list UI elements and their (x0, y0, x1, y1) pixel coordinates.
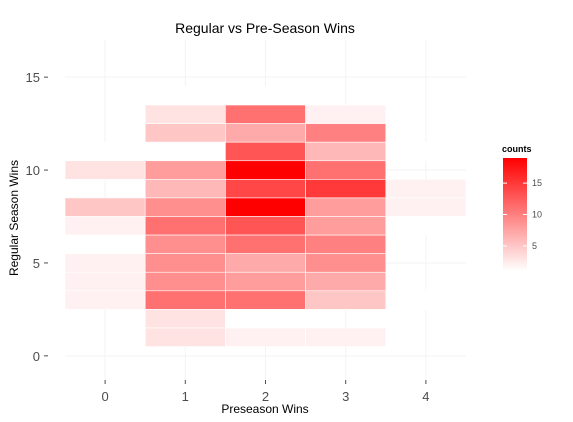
heatmap-cell (64, 253, 146, 273)
heatmap-cell (305, 327, 387, 347)
heatmap-cell (225, 234, 306, 254)
heatmap-cell (225, 253, 306, 273)
chart-title: Regular vs Pre-Season Wins (175, 20, 355, 36)
heatmap-cell (305, 253, 387, 273)
heatmap-cell (144, 197, 226, 217)
heatmap-cell (144, 104, 226, 124)
heatmap-cell (144, 141, 226, 162)
heatmap-cell (144, 271, 226, 292)
legend-ticks: 5 10 15 (503, 178, 542, 251)
heatmap-cell (144, 234, 226, 254)
legend-tick-label: 5 (532, 241, 537, 251)
y-tick-label: 0 (33, 349, 40, 364)
heatmap-cell (305, 123, 387, 143)
heatmap-cell (385, 197, 467, 217)
heatmap-cell (225, 309, 306, 329)
heatmap-cells (64, 86, 467, 347)
heatmap-cell (305, 197, 387, 217)
heatmap-cell (64, 290, 146, 310)
x-tick-label: 3 (342, 389, 349, 404)
heatmap-cell (305, 216, 387, 236)
heatmap-cell (64, 141, 146, 162)
heatmap-cell (225, 271, 306, 292)
x-tick-label: 0 (101, 389, 108, 404)
heatmap-cell (225, 327, 306, 347)
heatmap-cell (64, 197, 146, 217)
y-tick-label: 10 (26, 163, 40, 178)
heatmap-cell (385, 179, 467, 199)
heatmap-cell (64, 234, 146, 254)
legend-tick-label: 10 (532, 210, 542, 220)
heatmap-cell (64, 271, 146, 292)
heatmap-cell (225, 141, 306, 162)
heatmap-cell (64, 160, 146, 180)
plot-panel (64, 40, 467, 380)
heatmap-cell (144, 123, 226, 143)
heatmap-cell (144, 309, 226, 329)
heatmap-cell (305, 104, 387, 124)
y-axis: 0 5 10 15 (26, 70, 48, 364)
y-axis-title: Regular Season Wins (7, 160, 21, 276)
heatmap-cell (144, 216, 226, 236)
heatmap-cell (225, 290, 306, 310)
heatmap-cell (144, 253, 226, 273)
heatmap-cell (385, 141, 467, 162)
heatmap-cell (305, 141, 387, 162)
x-tick-label: 1 (182, 389, 189, 404)
heatmap-cell (385, 216, 467, 236)
heatmap-cell (144, 86, 226, 106)
heatmap-cell (305, 234, 387, 254)
legend-tick-label: 15 (532, 178, 542, 188)
heatmap-cell (305, 290, 387, 310)
x-tick-label: 2 (262, 389, 269, 404)
heatmap-cell (225, 86, 306, 106)
heatmap-cell (385, 290, 467, 310)
heatmap-cell (225, 197, 306, 217)
heatmap-cell (305, 160, 387, 180)
x-axis-title: Preseason Wins (221, 402, 308, 416)
heatmap-cell (225, 123, 306, 143)
heatmap-cell (64, 216, 146, 236)
heatmap-cell (225, 104, 306, 124)
legend-title: counts (502, 144, 532, 154)
heatmap-cell (144, 179, 226, 199)
heatmap-cell (305, 271, 387, 292)
color-legend: counts 5 10 15 (502, 144, 542, 271)
y-tick-label: 5 (33, 256, 40, 271)
heatmap-cell (144, 290, 226, 310)
heatmap-cell (225, 160, 306, 180)
x-tick-label: 4 (422, 389, 429, 404)
y-tick-label: 15 (26, 70, 40, 85)
x-axis: 0 1 2 3 4 (101, 380, 430, 404)
heatmap-cell (144, 160, 226, 180)
heatmap-cell (225, 179, 306, 199)
heatmap-cell (225, 216, 306, 236)
heatmap-cell (144, 327, 226, 347)
heatmap-cell (305, 179, 387, 199)
